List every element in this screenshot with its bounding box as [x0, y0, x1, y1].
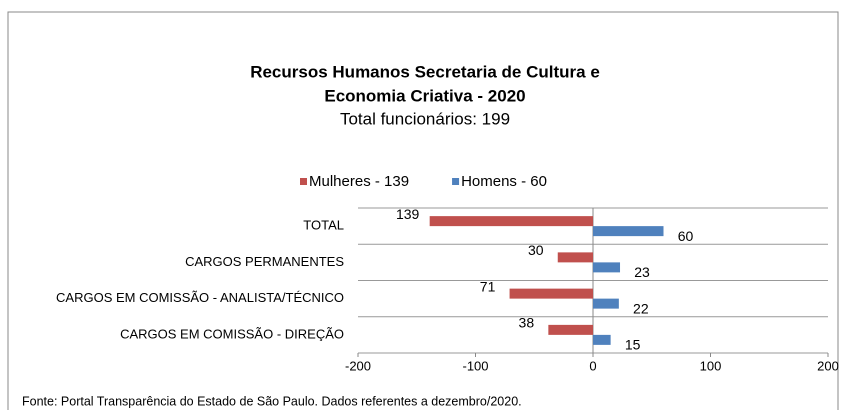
y-tick-label: CARGOS EM COMISSÃO - DIREÇÃO [120, 326, 344, 341]
data-label: 38 [519, 315, 535, 331]
bar [593, 334, 611, 345]
bar [593, 298, 619, 309]
chart-subtitle: Total funcionários: 199 [340, 109, 510, 128]
bar [593, 226, 664, 237]
x-tick-label: 100 [700, 358, 722, 373]
source-note: Fonte: Portal Transparência do Estado de… [22, 394, 522, 408]
legend-swatch [452, 178, 460, 185]
x-tick-label: 200 [817, 358, 839, 373]
data-label: 139 [396, 206, 420, 222]
data-label: 22 [633, 300, 649, 316]
data-label: 30 [528, 242, 544, 258]
bar [509, 288, 593, 299]
data-label: 71 [480, 278, 496, 294]
y-tick-label: CARGOS EM COMISSÃO - ANALISTA/TÉCNICO [56, 290, 344, 305]
legend-label: Mulheres - 139 [309, 173, 409, 190]
frame [7, 11, 839, 410]
data-label: 23 [634, 264, 650, 280]
y-tick-label: TOTAL [303, 218, 344, 233]
bar [593, 262, 621, 273]
y-tick-label: CARGOS PERMANENTES [185, 254, 344, 269]
x-tick-label: -200 [345, 358, 371, 373]
data-label: 15 [625, 337, 641, 353]
bar [548, 324, 593, 335]
chart-title: Economia Criativa - 2020 [324, 86, 525, 105]
x-tick-label: 0 [589, 358, 596, 373]
legend-label: Homens - 60 [461, 173, 547, 190]
data-label: 60 [678, 228, 694, 244]
bar [557, 252, 593, 263]
x-tick-label: -100 [462, 358, 488, 373]
chart-title: Recursos Humanos Secretaria de Cultura e [250, 62, 600, 81]
bar [429, 216, 593, 227]
legend-swatch [300, 178, 307, 185]
